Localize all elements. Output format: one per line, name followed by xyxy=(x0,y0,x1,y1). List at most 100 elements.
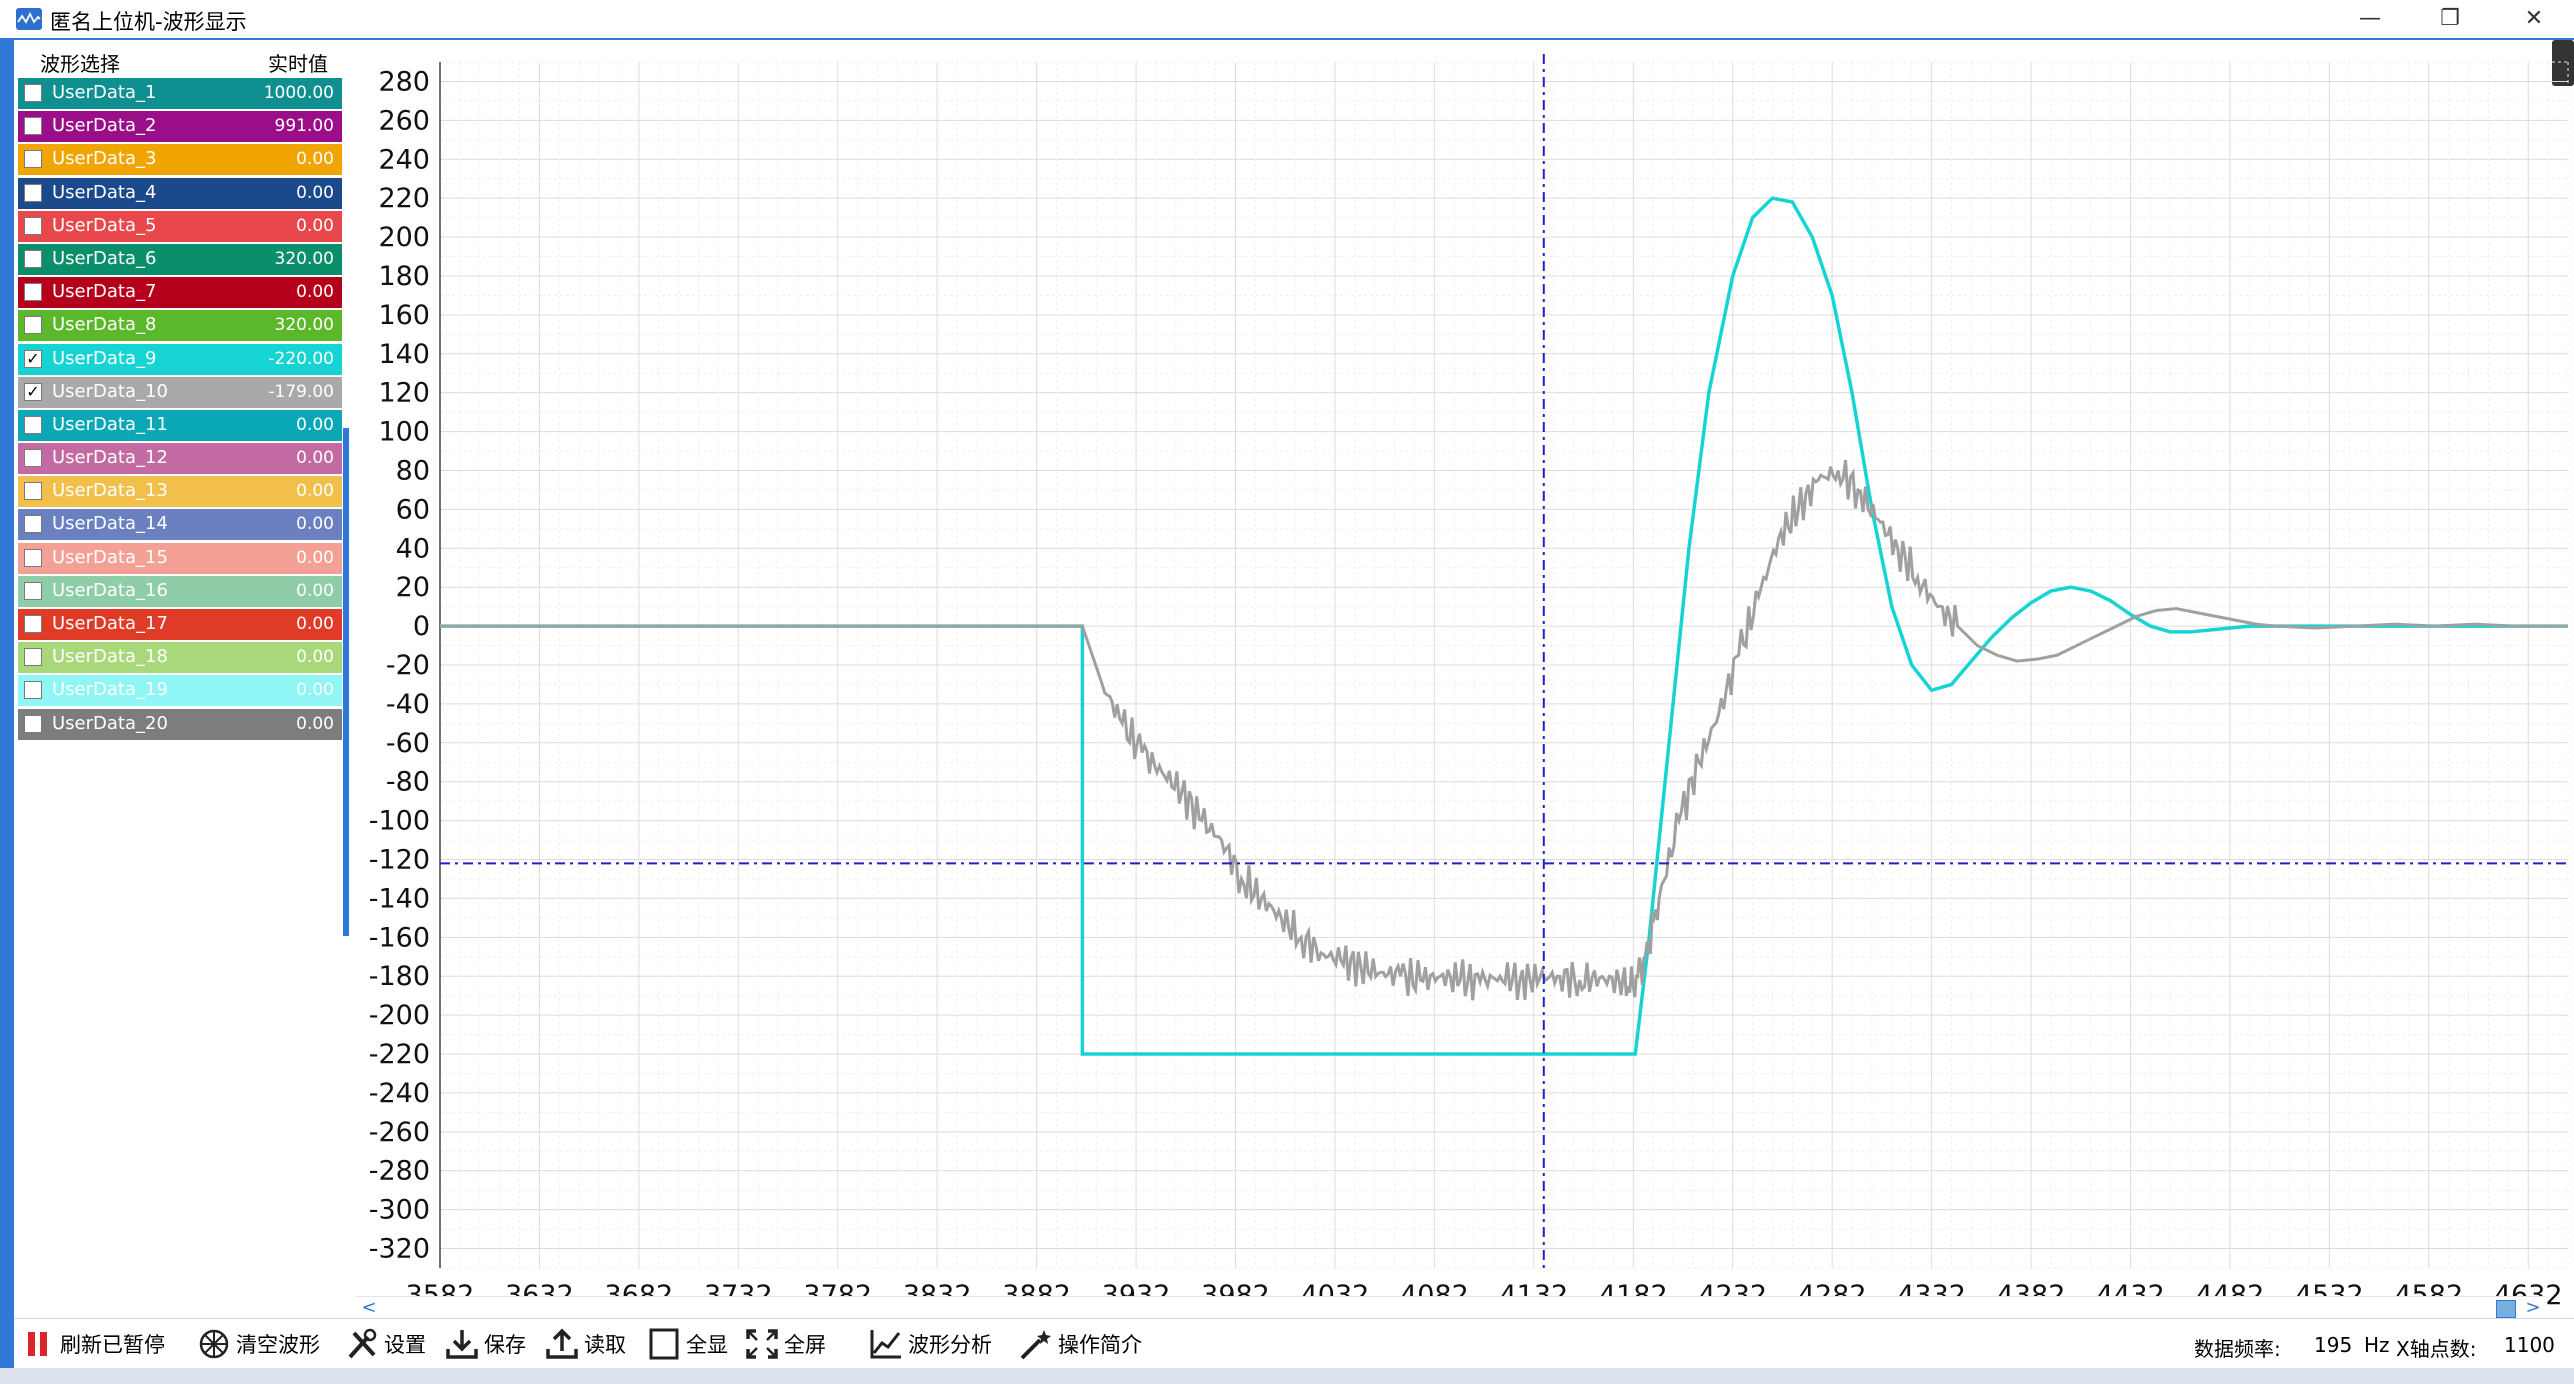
waveform-checkbox[interactable]: ✓ xyxy=(24,382,42,401)
waveform-row[interactable]: UserData_2 991.00 xyxy=(18,111,342,143)
left-accent-bar xyxy=(0,40,14,1384)
waveform-value: 0.00 xyxy=(296,448,334,469)
y-tick-label: 260 xyxy=(378,105,430,136)
waveform-row[interactable]: UserData_16 0.00 xyxy=(18,575,342,607)
waveform-row[interactable]: UserData_1 1000.00 xyxy=(18,78,342,109)
waveform-name: UserData_19 xyxy=(52,679,168,701)
fit-all-button[interactable]: 全显 xyxy=(646,1327,728,1361)
waveform-row[interactable]: UserData_15 0.00 xyxy=(18,542,342,574)
waveform-checkbox[interactable] xyxy=(24,714,42,733)
waveform-row[interactable]: UserData_7 0.00 xyxy=(18,277,342,309)
waveform-row[interactable]: UserData_17 0.00 xyxy=(18,609,342,640)
y-tick-label: 280 xyxy=(378,66,430,97)
waveform-name: UserData_7 xyxy=(52,281,157,303)
waveform-value: 320.00 xyxy=(274,315,334,336)
waveform-checkbox[interactable] xyxy=(24,482,42,501)
y-tick-label: 160 xyxy=(378,300,430,331)
waveform-row[interactable]: UserData_13 0.00 xyxy=(18,476,342,508)
y-tick-label: -220 xyxy=(369,1039,430,1070)
y-tick-label: 40 xyxy=(396,533,430,564)
waveform-name: UserData_10 xyxy=(52,380,168,402)
waveform-checkbox[interactable] xyxy=(24,216,42,235)
waveform-row[interactable]: ✓ UserData_10 -179.00 xyxy=(18,376,342,408)
waveform-value: 0.00 xyxy=(296,647,334,668)
read-button[interactable]: 读取 xyxy=(544,1327,626,1361)
settings-label: 设置 xyxy=(384,1333,426,1357)
waveform-checkbox[interactable] xyxy=(24,183,42,202)
settings-button[interactable]: 设置 xyxy=(344,1327,426,1361)
waveform-checkbox[interactable] xyxy=(24,249,42,268)
waveform-row[interactable]: UserData_12 0.00 xyxy=(18,443,342,475)
waveform-row[interactable]: UserData_4 0.00 xyxy=(18,177,342,209)
waveform-checkbox[interactable] xyxy=(24,283,42,302)
y-tick-label: -100 xyxy=(369,806,430,837)
waveform-row[interactable]: UserData_14 0.00 xyxy=(18,509,342,541)
series-line-UserData_9 xyxy=(440,196,2568,1056)
y-tick-label: -160 xyxy=(369,922,430,953)
sidebar-header: 波形选择 实时值 xyxy=(14,42,342,76)
magic-wand-icon xyxy=(1018,1327,1054,1361)
waveform-row[interactable]: UserData_20 0.00 xyxy=(18,708,342,740)
waveform-checkbox[interactable] xyxy=(24,515,42,534)
y-tick-label: -80 xyxy=(386,767,430,798)
waveform-name: UserData_14 xyxy=(52,513,168,535)
waveform-row[interactable]: UserData_19 0.00 xyxy=(18,675,342,707)
waveform-value: 0.00 xyxy=(296,580,334,601)
waveform-checkbox[interactable] xyxy=(24,84,42,102)
refresh-pause-button[interactable]: 刷新已暂停 xyxy=(20,1327,165,1361)
waveform-row[interactable]: UserData_18 0.00 xyxy=(18,642,342,674)
scroll-right-arrow[interactable]: > xyxy=(2525,1297,2541,1318)
waveform-row[interactable]: UserData_11 0.00 xyxy=(18,409,342,441)
y-tick-label: -200 xyxy=(369,1000,430,1031)
analysis-label: 波形分析 xyxy=(908,1333,992,1357)
waveform-row[interactable]: UserData_8 320.00 xyxy=(18,310,342,342)
waveform-checkbox[interactable] xyxy=(24,117,42,136)
pause-icon xyxy=(20,1327,56,1361)
waveform-chart[interactable]: 280 260 240 220 200 180 160 140 120 100 80 60 40 20 0-… xyxy=(350,40,2574,1312)
waveform-checkbox[interactable] xyxy=(24,648,42,667)
waveform-row[interactable]: UserData_6 320.00 xyxy=(18,243,342,275)
waveform-checkbox[interactable]: ✓ xyxy=(24,349,42,368)
scroll-thumb[interactable] xyxy=(2496,1300,2516,1318)
waveform-checkbox[interactable] xyxy=(24,415,42,434)
y-tick-label: 140 xyxy=(378,339,430,370)
waveform-checkbox[interactable] xyxy=(24,548,42,567)
sidebar-scrollbar[interactable] xyxy=(343,428,349,936)
save-label: 保存 xyxy=(484,1333,526,1357)
help-button[interactable]: 操作简介 xyxy=(1018,1327,1142,1361)
y-tick-label: -140 xyxy=(369,883,430,914)
download-icon xyxy=(444,1327,480,1361)
fullscreen-icon xyxy=(744,1327,780,1361)
y-tick-label: 0 xyxy=(413,611,430,642)
waveform-checkbox[interactable] xyxy=(24,681,42,700)
waveform-checkbox[interactable] xyxy=(24,316,42,335)
waveform-row[interactable]: UserData_5 0.00 xyxy=(18,210,342,242)
taskbar-strip xyxy=(0,1368,2574,1384)
waveform-checkbox[interactable] xyxy=(24,150,42,169)
waveform-name: UserData_11 xyxy=(52,413,168,435)
rate-value: 195 xyxy=(2314,1333,2353,1357)
waveform-value: 0.00 xyxy=(296,182,334,203)
restore-button[interactable]: ❐ xyxy=(2440,6,2460,31)
chart-hscrollbar[interactable]: < > xyxy=(356,1296,2546,1319)
clear-wave-button[interactable]: 清空波形 xyxy=(196,1327,320,1361)
fullscreen-button[interactable]: 全屏 xyxy=(744,1327,826,1361)
save-button[interactable]: 保存 xyxy=(444,1327,526,1361)
rate-unit: Hz xyxy=(2364,1333,2390,1357)
refresh-label: 刷新已暂停 xyxy=(60,1333,165,1357)
waveform-checkbox[interactable] xyxy=(24,581,42,600)
close-button[interactable]: ✕ xyxy=(2524,6,2544,31)
scroll-left-arrow[interactable]: < xyxy=(361,1297,377,1318)
minimize-button[interactable]: — xyxy=(2359,6,2381,31)
wave-analysis-button[interactable]: 波形分析 xyxy=(868,1327,992,1361)
waveform-name: UserData_13 xyxy=(52,480,168,502)
y-tick-label: -180 xyxy=(369,961,430,992)
header-select: 波形选择 xyxy=(40,52,120,76)
y-tick-label: 180 xyxy=(378,261,430,292)
waveform-name: UserData_6 xyxy=(52,247,157,269)
waveform-checkbox[interactable] xyxy=(24,449,42,468)
waveform-row[interactable]: UserData_3 0.00 xyxy=(18,144,342,176)
waveform-checkbox[interactable] xyxy=(24,615,42,633)
chart-svg[interactable]: 280260240220200180160140120100806040200-… xyxy=(350,40,2574,1312)
waveform-row[interactable]: ✓ UserData_9 -220.00 xyxy=(18,343,342,375)
